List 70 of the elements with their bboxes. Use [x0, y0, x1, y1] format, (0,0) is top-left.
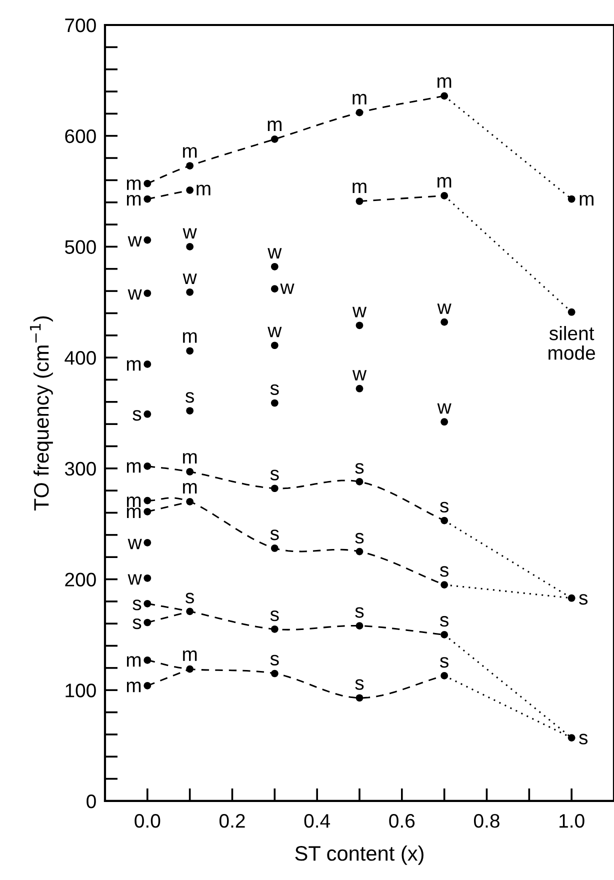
- x-tick-label: 0.6: [389, 814, 415, 828]
- annotation: m: [126, 194, 141, 206]
- annotation: m: [183, 483, 197, 494]
- annotation: s: [270, 384, 279, 395]
- x-tick-label: 1.0: [560, 814, 584, 828]
- annotation: s: [132, 600, 142, 610]
- y-axis-title: TO frequency (cm$^{−1}$): [30, 316, 53, 511]
- annotation: s: [186, 392, 194, 403]
- annotation: s: [270, 610, 279, 622]
- annotation: w: [128, 538, 142, 550]
- annotation: w: [268, 248, 282, 258]
- y-tick-label: 100: [66, 684, 96, 698]
- annotation: s: [132, 618, 142, 630]
- y-tick-label: 300: [64, 462, 96, 476]
- annotation: m: [438, 77, 452, 88]
- annotation: m: [438, 177, 452, 188]
- annotation: s: [440, 657, 448, 668]
- annotation: m: [183, 147, 197, 158]
- annotation: w: [128, 289, 142, 300]
- annotation: s: [355, 679, 364, 690]
- annotation: m: [126, 179, 141, 190]
- annotation: w: [352, 370, 367, 380]
- y-tick-label: 400: [64, 351, 96, 365]
- annotation: w: [128, 574, 142, 585]
- annotation: s: [270, 470, 279, 480]
- annotation: m: [126, 360, 141, 371]
- x-axis-title: ST content (x): [295, 845, 424, 865]
- annotation: m: [126, 682, 141, 692]
- annotation: s: [186, 592, 194, 604]
- annotation: s: [355, 607, 364, 618]
- x-tick-label: 0.0: [134, 814, 160, 828]
- annotation: w: [280, 284, 294, 294]
- annotation: w: [182, 274, 197, 284]
- y-tick-label: 700: [65, 18, 96, 32]
- annotation: s: [355, 463, 364, 474]
- annotation: w: [268, 326, 282, 338]
- annotation: m: [580, 194, 594, 206]
- x-tick-label: 0.8: [474, 814, 500, 828]
- annotation: w: [352, 306, 367, 318]
- annotation: m: [126, 496, 141, 507]
- x-tick-label: 0.2: [219, 814, 245, 828]
- annotation: s: [440, 616, 448, 627]
- annotation: m: [183, 453, 197, 464]
- y-tick-label: 200: [65, 572, 96, 587]
- x-tick-label: 0.4: [304, 814, 330, 828]
- y-tick-label: 600: [65, 129, 96, 144]
- annotation: s: [440, 566, 448, 577]
- annotation: s: [579, 594, 588, 605]
- annotation: m: [126, 656, 141, 667]
- annotation: m: [183, 332, 197, 343]
- annotation: m: [352, 94, 366, 104]
- y-tick-label: 0: [86, 794, 96, 808]
- annotation: m: [126, 462, 141, 473]
- annotation: s: [440, 502, 448, 513]
- annotation: w: [437, 403, 452, 414]
- annotation: w: [182, 228, 197, 238]
- annotation: m: [126, 508, 141, 518]
- annotation: s: [355, 532, 364, 544]
- annotation: w: [437, 304, 452, 314]
- y-tick-label: 500: [65, 240, 96, 254]
- annotation: s: [270, 654, 279, 666]
- annotation: s: [132, 410, 142, 421]
- annotation: s: [270, 530, 279, 540]
- annotation: silent mode: [548, 326, 596, 360]
- annotation: m: [268, 120, 282, 131]
- annotation: m: [196, 184, 210, 196]
- annotation: m: [183, 650, 197, 661]
- annotation: s: [579, 734, 588, 744]
- annotation: w: [128, 236, 142, 246]
- annotation: m: [352, 182, 366, 194]
